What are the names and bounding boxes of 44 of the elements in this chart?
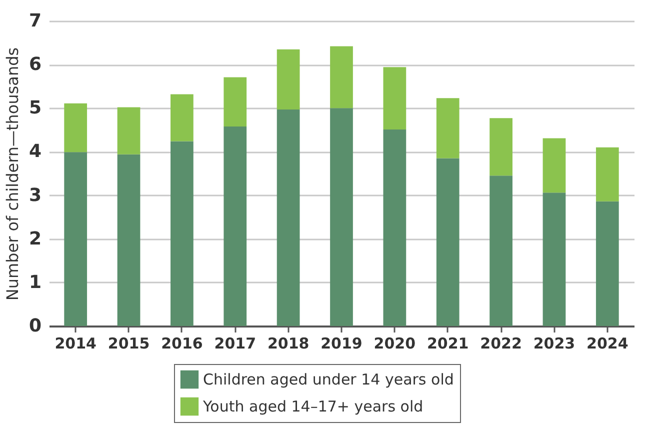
x-tick-label: 2019	[320, 334, 362, 352]
x-tick-label: 2024	[586, 334, 628, 352]
y-tick-label: 7	[28, 10, 42, 32]
x-tick-label: 2017	[214, 334, 256, 352]
y-tick-label: 3	[28, 184, 42, 206]
bar	[117, 107, 140, 154]
bar	[224, 77, 247, 126]
bar	[436, 158, 460, 326]
y-tick-label: 1	[28, 272, 42, 293]
x-tick-label: 2023	[533, 334, 576, 352]
y-tick-label: 0	[28, 316, 42, 336]
bar	[542, 192, 566, 326]
x-tick-label: 2021	[426, 334, 469, 352]
x-tick-label: 2020	[374, 334, 416, 352]
bar	[596, 201, 619, 326]
x-tick-label: 2022	[480, 334, 522, 352]
bar	[330, 108, 353, 326]
bar	[596, 147, 619, 202]
x-tick-label: 2016	[161, 334, 203, 352]
legend-label: Children aged under 14 years old	[203, 370, 454, 388]
bar	[170, 94, 194, 142]
y-tick-label: 2	[28, 228, 42, 250]
x-tick-label: 2015	[108, 334, 150, 352]
bar	[64, 152, 88, 326]
y-tick-label: 6	[28, 54, 42, 76]
bar	[170, 141, 194, 326]
bar	[490, 118, 512, 176]
bar	[383, 129, 406, 326]
bar	[436, 98, 460, 158]
legend-label: Youth aged 14–17+ years old	[202, 398, 424, 416]
bar	[542, 138, 566, 193]
y-axis-title: Number of childern—thousands	[2, 47, 22, 301]
x-tick-label: 2018	[267, 334, 310, 352]
bar	[276, 49, 300, 110]
bar	[224, 126, 247, 326]
bar	[64, 103, 88, 152]
x-tick-label: 2014	[54, 334, 96, 352]
bar	[490, 176, 512, 326]
bar	[117, 154, 140, 326]
y-tick-label: 4	[28, 141, 42, 162]
bar	[276, 109, 300, 326]
bar	[383, 67, 406, 130]
bar	[330, 46, 353, 108]
y-tick-label: 5	[28, 98, 42, 119]
